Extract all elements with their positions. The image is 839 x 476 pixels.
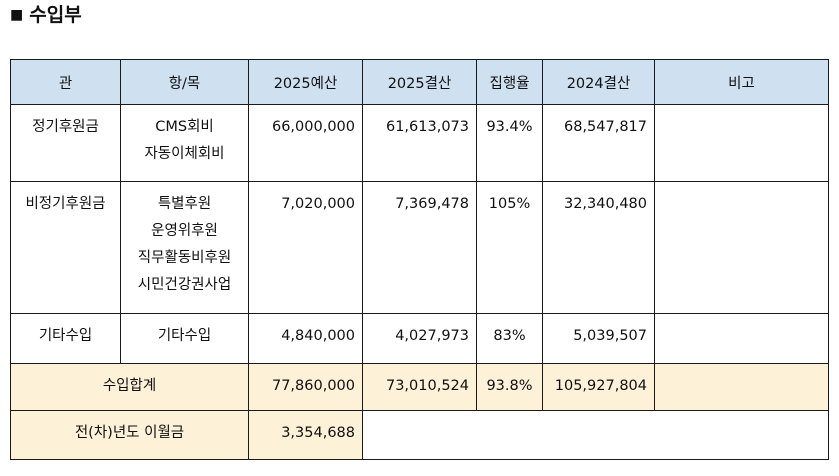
table-row: 정기후원금 CMS회비 자동이체회비 66,000,000 61,613,073… [10,104,829,182]
budget-2025-cell: 66,000,000 [248,104,363,182]
total-row: 수입합계 77,860,000 73,010,524 93.8% 105,927… [10,363,829,411]
table-row: 비정기후원금 특별후원 운영위후원 직무활동비후원 시민건강권사업 7,020,… [10,181,829,314]
settlement-2025-cell: 4,027,973 [362,313,477,364]
note-cell [654,313,829,364]
budget-2025-cell: 4,840,000 [248,313,363,364]
item-label: 기타수입 [157,328,212,344]
settlement-2025-cell: 7,369,478 [362,181,477,314]
settlement-2024-cell: 32,340,480 [542,181,655,314]
settlement-2024-cell: 5,039,507 [542,313,655,364]
header-hang-mok: 항/목 [120,59,249,105]
budget-2025-cell: 7,020,000 [248,181,363,314]
total-label: 수입합계 [10,363,249,411]
execution-rate-cell: 83% [476,313,543,364]
section-title-text: 수입부 [29,4,82,26]
gwan-cell: 비정기후원금 [10,181,121,314]
item-label: 자동이체회비 [144,146,225,162]
execution-rate-cell: 93.4% [476,104,543,182]
note-cell [654,104,829,182]
items-cell: 특별후원 운영위후원 직무활동비후원 시민건강권사업 [120,181,249,314]
total-note [654,363,829,411]
item-label: 시민건강권사업 [137,277,232,293]
table-header-row: 관 항/목 2025예산 2025결산 집행율 2024결산 비고 [10,59,829,105]
total-execution-rate: 93.8% [476,363,543,411]
header-execution-rate: 집행율 [476,59,543,105]
header-settlement-2025: 2025결산 [362,59,477,105]
header-settlement-2024: 2024결산 [542,59,655,105]
section-title: ■ 수입부 [10,4,82,26]
total-budget-2025: 77,860,000 [248,363,363,411]
items-cell: 기타수입 [120,313,249,364]
total-settlement-2024: 105,927,804 [542,363,655,411]
item-label: CMS회비 [155,119,214,135]
settlement-2025-cell: 61,613,073 [362,104,477,182]
table-row: 기타수입 기타수입 4,840,000 4,027,973 83% 5,039,… [10,313,829,364]
settlement-2024-cell: 68,547,817 [542,104,655,182]
carryover-row: 전(차)년도 이월금 3,354,688 [10,410,829,460]
header-gwan: 관 [10,59,121,105]
carryover-empty-cell [362,410,829,460]
items-cell: CMS회비 자동이체회비 [120,104,249,182]
total-settlement-2025: 73,010,524 [362,363,477,411]
income-budget-table: 관 항/목 2025예산 2025결산 집행율 2024결산 비고 정기후원금 … [10,59,829,460]
header-budget-2025: 2025예산 [248,59,363,105]
carryover-label: 전(차)년도 이월금 [10,410,249,460]
gwan-cell: 기타수입 [10,313,121,364]
header-note: 비고 [654,59,829,105]
carryover-value: 3,354,688 [248,410,363,460]
note-cell [654,181,829,314]
item-label: 직무활동비후원 [137,250,232,266]
gwan-cell: 정기후원금 [10,104,121,182]
item-label: 운영위후원 [151,223,218,239]
item-label: 특별후원 [157,196,212,212]
square-bullet-icon: ■ [10,7,24,23]
execution-rate-cell: 105% [476,181,543,314]
